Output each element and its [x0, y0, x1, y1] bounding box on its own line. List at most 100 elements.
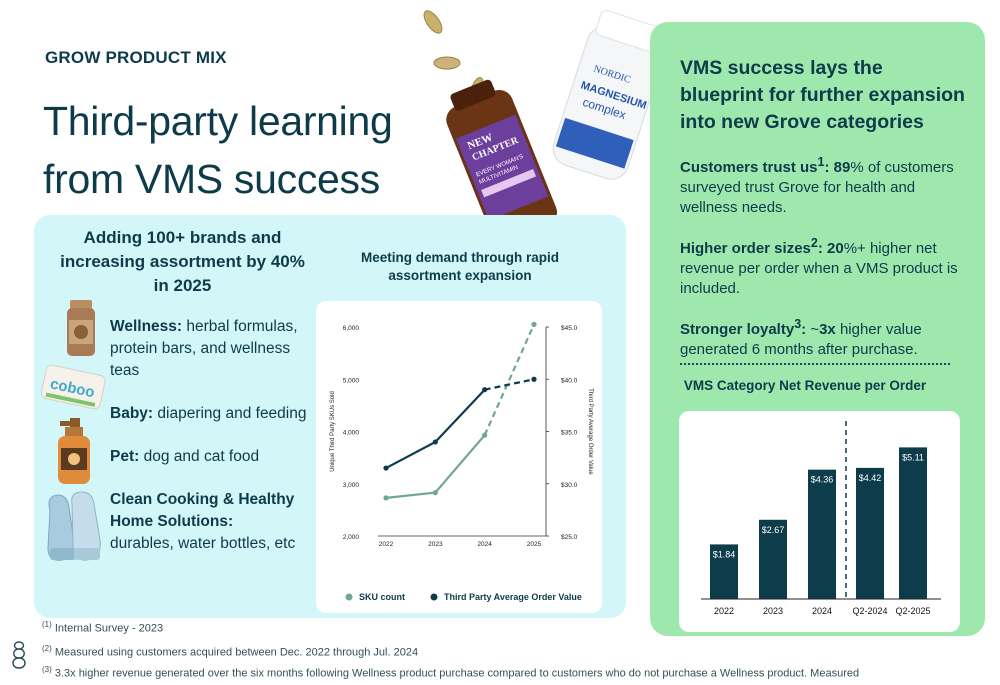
bar-value-label: $5.11: [902, 452, 924, 462]
data-point: [432, 490, 438, 496]
series-line-solid: [385, 388, 486, 470]
y-tick-label: 3,000: [343, 482, 360, 489]
x-tick-label: 2025: [527, 541, 542, 548]
legend-label: SKU count: [359, 592, 405, 602]
stat-value: 89: [833, 159, 851, 176]
capsule-icon: [433, 56, 461, 70]
category-label: Clean Cooking & Healthy Home Solutions:: [110, 491, 295, 530]
line-chart: 2,000 3,000 4,000 5,000 6,000 $25.0 $30.0 $35.0…: [330, 321, 593, 602]
data-point: [383, 495, 389, 501]
category-label: Wellness:: [110, 318, 183, 335]
x-tick-label: Q2-2025: [895, 606, 930, 616]
y-tick-label: 4,000: [343, 430, 360, 437]
data-point: [482, 387, 488, 393]
oven-mitts-icon: [47, 491, 101, 561]
y-axis-label: Unique Third Party SKUs Sold: [330, 391, 336, 472]
data-point: [383, 465, 389, 471]
legend-swatch: [430, 593, 438, 601]
category-label: Baby:: [110, 405, 154, 422]
data-point: [531, 376, 537, 382]
footnote-1: (1) Internal Survey - 2023: [42, 620, 164, 635]
line-chart-heading: Meeting demand through rapid assortment …: [361, 250, 559, 283]
y2-tick-label: $40.0: [561, 377, 578, 384]
capsule-icon: [423, 10, 443, 34]
line-chart-card: 2,000 3,000 4,000 5,000 6,000 $25.0 $30.0 $35.0…: [316, 301, 602, 613]
category-label: Pet:: [110, 448, 140, 465]
bar-value-label: $4.42: [859, 473, 882, 483]
stat-text: %+ higher net revenue per order when a V…: [680, 240, 958, 297]
page-title-line-1: Third-party learning: [43, 98, 393, 144]
bar: [710, 544, 738, 599]
footnote-ref: 1: [817, 155, 825, 169]
data-point: [531, 321, 537, 327]
bar-chart: $1.84 2022 $2.67 2023 $4.36 2024 $4.42 Q2-2024 $…: [701, 421, 941, 616]
bar-value-label: $4.36: [811, 475, 834, 485]
series-line-solid: [385, 434, 486, 499]
category-pet: Pet: dog and cat food: [110, 446, 310, 468]
pet-spray-bottle-icon: [58, 418, 90, 484]
stat-higher-order-sizes: Higher order sizes2: 20%+ higher net rev…: [680, 233, 970, 299]
data-point: [482, 432, 488, 438]
bar-chart-card: $1.84 2022 $2.67 2023 $4.36 2024 $4.42 Q2-2024 $…: [679, 411, 960, 632]
legend-swatch: [345, 593, 353, 601]
y2-tick-label: $45.0: [561, 325, 578, 332]
vms-success-heading: VMS success lays the blueprint for furth…: [680, 57, 965, 133]
y-tick-label: 5,000: [343, 377, 360, 384]
stat-label: Higher order sizes: [680, 240, 811, 257]
stat-label: Stronger loyalty: [680, 321, 795, 338]
data-point: [432, 439, 438, 445]
x-tick-label: 2024: [477, 541, 492, 548]
bar-chart-title: VMS Category Net Revenue per Order: [683, 378, 927, 393]
series-line-projected: [483, 323, 536, 436]
grove-logo-icon: [12, 641, 26, 669]
y-tick-label: 2,000: [343, 534, 360, 541]
vitamin-bottles-illustration: NEW CHAPTER EVERY WOMAN'S MULTIVITAMIN N…: [423, 10, 660, 243]
stat-text: % of customers surveyed trust Grove for …: [680, 159, 954, 216]
y2-tick-label: $25.0: [561, 534, 578, 541]
x-tick-label: Q2-2024: [852, 606, 887, 616]
eyebrow-label: GROW PRODUCT MIX: [45, 48, 227, 67]
x-tick-label: 2024: [812, 606, 832, 616]
bar: [759, 519, 787, 599]
page-title-line-2: from VMS success: [43, 156, 380, 202]
y-tick-label: 6,000: [343, 325, 360, 332]
white-magnesium-bottle: NORDIC MAGNESIUM complex: [552, 10, 660, 180]
stat-value: 3x: [819, 321, 836, 338]
stat-prefix: ~: [806, 321, 820, 338]
x-tick-label: 2022: [714, 606, 734, 616]
y2-tick-label: $30.0: [561, 482, 578, 489]
category-baby: Baby: diapering and feeding: [110, 403, 310, 425]
stat-value: 20: [827, 240, 844, 257]
y2-axis-label: Third Party Average Order Value: [587, 388, 593, 475]
series-line-projected: [484, 378, 535, 391]
category-text: diapering and feeding: [157, 405, 307, 422]
footnote-ref: 2: [810, 236, 818, 250]
category-wellness: Wellness: herbal formulas, protein bars,…: [110, 316, 300, 382]
footnote-2: (2) Measured using customers acquired be…: [42, 643, 419, 659]
legend-label: Third Party Average Order Value: [444, 592, 582, 602]
category-text: durables, water bottles, etc: [110, 535, 296, 552]
y2-tick-label: $35.0: [561, 430, 578, 437]
category-clean-cooking: Clean Cooking & Healthy Home Solutions: …: [110, 489, 300, 555]
bar-value-label: $1.84: [713, 549, 736, 559]
category-text: dog and cat food: [143, 448, 260, 465]
stat-colon: :: [817, 240, 823, 257]
x-tick-label: 2023: [763, 606, 783, 616]
bar-value-label: $2.67: [762, 525, 785, 535]
stat-text: higher value generated 6 months after pu…: [680, 321, 922, 358]
x-tick-label: 2022: [379, 541, 394, 548]
category-text: herbal formulas, protein bars, and welln…: [110, 318, 298, 379]
footnote-3: (3) 3.3x higher revenue generated over t…: [42, 665, 860, 685]
x-tick-label: 2023: [428, 541, 443, 548]
bar: [856, 467, 884, 599]
amber-multivitamin-bottle: NEW CHAPTER EVERY WOMAN'S MULTIVITAMIN: [446, 79, 558, 243]
stat-customers-trust: Customers trust us1: 89% of customers su…: [680, 152, 970, 218]
footnote-ref: 3: [794, 317, 802, 331]
supplement-jar-icon: [67, 300, 95, 356]
stat-label: Customers trust us: [680, 159, 818, 176]
bar: [808, 469, 836, 599]
section-divider: [680, 363, 950, 365]
bar: [899, 447, 927, 599]
stat-colon: :: [824, 159, 830, 176]
page-title: Third-party learning from VMS success: [43, 92, 393, 208]
